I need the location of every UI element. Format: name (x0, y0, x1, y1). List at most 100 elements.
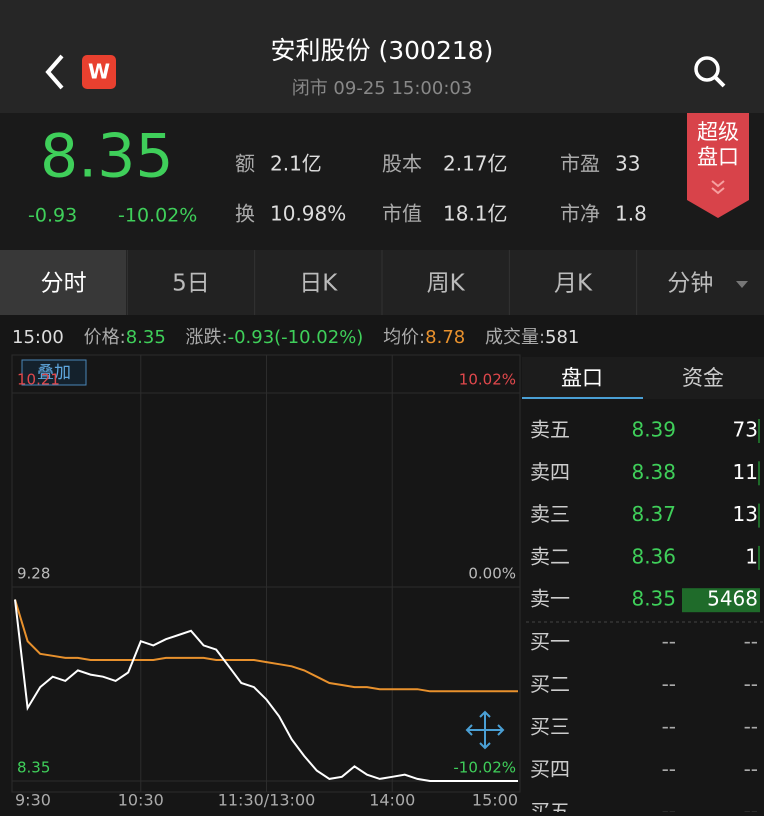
info-label: 涨跌: (186, 327, 228, 348)
x-tick-label: 15:00 (472, 791, 518, 810)
badge-text: 盘口 (697, 145, 739, 169)
stock-title: 安利股份 (300218) (271, 36, 494, 65)
stat-value: 18.1亿 (443, 202, 508, 226)
ask-price: 8.36 (631, 544, 676, 568)
info-line: 15:00 价格:8.35 涨跌:-0.93(-10.02%) 均价:8.78 … (12, 327, 579, 348)
market-status: 闭市 09-25 15:00:03 (292, 78, 473, 99)
logo-icon[interactable] (82, 55, 116, 89)
info-change: -0.93(-10.02%) (228, 327, 364, 348)
ask-price: 8.38 (631, 460, 676, 484)
orderbook-tabs-bg (522, 357, 764, 399)
info-volume: 581 (545, 327, 579, 348)
orderbook-tab[interactable]: 盘口 (561, 366, 603, 390)
ask-price: 8.37 (631, 502, 676, 526)
info-time: 15:00 (12, 327, 64, 348)
stat-label: 市值 (382, 202, 422, 226)
avg-price-line (14, 599, 518, 693)
ask-label: 卖五 (530, 418, 570, 442)
bid-label: 买一 (530, 630, 570, 654)
search-button[interactable] (694, 56, 726, 88)
ask-volume: 73 (733, 418, 758, 442)
x-tick-label: 10:30 (118, 791, 164, 810)
overlay-button[interactable] (21, 359, 87, 386)
bid-volume: -- (744, 757, 758, 781)
super-orderbook-badge[interactable] (687, 113, 749, 218)
ask-volume: 5468 (707, 587, 758, 611)
overlay-button-text: 叠加 (37, 363, 71, 383)
stat-label: 换 (235, 202, 255, 226)
y-tick-label: 10.21 (17, 371, 60, 389)
ask-label: 卖一 (530, 587, 570, 611)
info-avg: 8.78 (425, 327, 465, 348)
price-change-pct: -10.02% (118, 205, 197, 227)
info-label: 均价: (383, 327, 425, 348)
tab[interactable]: 周K (427, 271, 466, 297)
orderbook-tab[interactable]: 资金 (682, 366, 724, 390)
ask-volume: 1 (745, 544, 758, 568)
header-bar (0, 0, 764, 113)
tab[interactable]: 分钟 (667, 271, 713, 297)
x-tick-label: 14:00 (369, 791, 415, 810)
stat-value: 33 (615, 152, 640, 176)
tab-selected-bg (0, 250, 126, 315)
bid-label: 买四 (530, 757, 570, 781)
ask-volume: 13 (733, 502, 758, 526)
x-tick-label: 9:30 (15, 791, 51, 810)
bid-label: 买三 (530, 715, 570, 739)
volume-bar (758, 503, 760, 528)
y2-tick-label: 0.00% (468, 565, 516, 583)
tab[interactable]: 日K (299, 271, 338, 297)
ask-volume: 11 (733, 460, 758, 484)
logo-text: W (88, 60, 110, 84)
y-tick-label: 8.35 (17, 759, 50, 777)
y2-tick-label: -10.02% (453, 759, 516, 777)
stat-label: 额 (235, 152, 255, 176)
volume-bar (758, 461, 760, 486)
info-price: 8.35 (126, 327, 166, 348)
bid-label: 买二 (530, 672, 570, 696)
volume-bar (758, 545, 760, 570)
badge-text: 超级 (697, 120, 739, 144)
volume-bar (682, 588, 760, 613)
bid-label: 买五 (530, 800, 570, 813)
tab[interactable]: 5日 (172, 271, 210, 297)
y2-tick-label: 10.02% (459, 371, 516, 389)
price-change: -0.93 (28, 205, 77, 227)
badge-chevron (711, 180, 725, 195)
bid-price: -- (662, 630, 676, 654)
stat-label: 市净 (560, 202, 600, 226)
volume-bar (758, 419, 760, 443)
stat-value: 2.1亿 (270, 152, 322, 176)
stat-value: 1.8 (615, 202, 647, 226)
bid-volume: -- (744, 672, 758, 696)
bid-price: -- (662, 715, 676, 739)
ask-label: 卖四 (530, 460, 570, 484)
last-price: 8.35 (40, 122, 174, 192)
info-label: 成交量: (485, 327, 545, 348)
bid-volume: -- (744, 630, 758, 654)
y-tick-label: 9.28 (17, 565, 50, 583)
back-button[interactable] (45, 54, 64, 90)
bid-volume: -- (744, 715, 758, 739)
tab[interactable]: 分时 (41, 271, 87, 297)
ask-price: 8.35 (631, 587, 676, 611)
x-tick-label: 11:30/13:00 (218, 791, 316, 810)
bid-price: -- (662, 672, 676, 696)
bid-volume: -- (744, 800, 758, 813)
stat-label: 股本 (382, 152, 422, 176)
dropdown-arrow (736, 281, 748, 288)
info-label: 价格: (84, 327, 126, 348)
bid-price: -- (662, 757, 676, 781)
stat-label: 市盈 (560, 152, 600, 176)
ask-label: 卖三 (530, 502, 570, 526)
bid-price: -- (662, 800, 676, 813)
stat-value: 2.17亿 (443, 152, 508, 176)
tab[interactable]: 月K (554, 271, 593, 297)
fullscreen-icon[interactable] (465, 710, 505, 750)
ask-label: 卖二 (530, 544, 570, 568)
quote-panel (0, 113, 764, 250)
price-line (14, 599, 518, 782)
ask-price: 8.39 (631, 418, 676, 442)
stat-value: 10.98% (270, 202, 346, 226)
